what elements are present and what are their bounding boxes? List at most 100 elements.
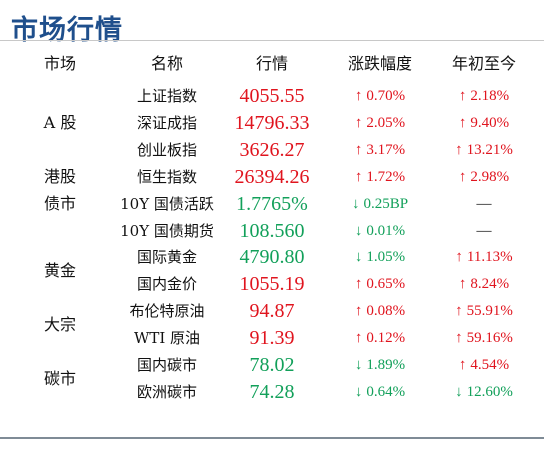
row-change-text: 0.25BP [363, 195, 409, 212]
row-value-text: 74.28 [249, 380, 295, 403]
header-quote: 行情 [255, 54, 288, 73]
market-label: 港股 [43, 167, 76, 187]
row-change-text: 0.64% [366, 383, 406, 400]
row-name: 国内碳市 [118, 352, 216, 378]
row-ytd: ↑ 2.98% [436, 164, 532, 190]
row-change-text: 0.01% [366, 222, 406, 239]
arrow-up-icon: ↑ [458, 276, 467, 293]
row-value: 94.87 [218, 298, 326, 324]
arrow-down-icon: ↓ [354, 249, 363, 266]
row-value-text: 4055.55 [239, 85, 305, 107]
row-name-text: 10Y 国债期货 [120, 221, 214, 240]
row-change-text: 1.05% [366, 249, 406, 266]
header-market: 市场 [43, 54, 76, 73]
row-value-text: 1.7765% [236, 192, 308, 215]
row-ytd-text: 11.13% [466, 249, 513, 266]
row-name-text: 创业板指 [136, 140, 197, 159]
row-name: 国际黄金 [118, 244, 216, 270]
row-name: WTI 原油 [118, 325, 216, 351]
row-ytd: ↓ 12.60% [436, 379, 532, 405]
row-ytd: ↑ 8.24% [436, 271, 532, 297]
row-name: 创业板指 [118, 137, 216, 163]
title-divider [0, 40, 544, 41]
row-name: 恒生指数 [118, 164, 216, 190]
row-change: ↑ 0.12% [332, 325, 428, 351]
row-change: ↓ 1.05% [332, 244, 428, 270]
row-name-text: 国际黄金 [136, 248, 197, 267]
bottom-divider [0, 437, 544, 439]
row-value: 1055.19 [218, 271, 326, 297]
row-change: ↑ 0.65% [332, 271, 428, 297]
row-ytd-text: 2.18% [470, 88, 510, 104]
row-ytd-text: 8.24% [470, 276, 510, 293]
row-change-text: 0.12% [366, 330, 406, 347]
row-value-text: 3626.27 [239, 138, 305, 161]
arrow-up-icon: ↑ [354, 141, 363, 158]
row-value: 3626.27 [218, 137, 326, 163]
row-ytd: ↑ 59.16% [436, 325, 532, 351]
row-value: 108.560 [218, 218, 326, 244]
row-change: ↑ 2.05% [332, 110, 428, 136]
row-value-text: 91.39 [249, 327, 295, 350]
arrow-up-icon: ↑ [354, 303, 363, 320]
row-value-text: 1055.19 [239, 273, 305, 296]
row-change-text: 1.72% [366, 168, 406, 185]
row-value: 74.28 [218, 379, 326, 405]
arrow-up-icon: ↑ [354, 168, 363, 185]
arrow-up-icon: ↑ [458, 88, 467, 104]
row-name: 国内金价 [118, 271, 216, 297]
row-change: ↑ 1.72% [332, 164, 428, 190]
row-name-text: 上证指数 [136, 87, 197, 105]
arrow-up-icon: ↑ [458, 168, 467, 185]
header-name: 名称 [150, 54, 183, 73]
row-name-text: 国内金价 [136, 275, 197, 294]
row-value-text: 94.87 [249, 300, 295, 323]
row-change-text: 0.70% [366, 88, 406, 104]
market-label: 大宗 [43, 315, 76, 335]
row-name-text: 10Y 国债活跃 [120, 194, 214, 213]
row-ytd-text: 55.91% [466, 303, 513, 320]
row-value: 1.7765% [218, 191, 326, 217]
row-ytd: ↑ 13.21% [436, 137, 532, 163]
row-value: 26394.26 [218, 164, 326, 190]
row-value: 14796.33 [218, 110, 326, 136]
arrow-up-icon: ↑ [455, 141, 463, 158]
arrow-down-icon: ↓ [354, 383, 363, 400]
row-value-text: 14796.33 [234, 111, 310, 134]
row-name: 10Y 国债活跃 [118, 191, 216, 217]
arrow-up-icon: ↑ [458, 357, 467, 373]
market-label: 黄金 [43, 261, 76, 281]
row-ytd-text: 4.54% [470, 357, 510, 373]
row-change-text: 2.05% [366, 114, 406, 131]
row-name: 布伦特原油 [118, 298, 216, 324]
row-change: ↓ 0.64% [332, 379, 428, 405]
row-name: 欧洲碳市 [118, 379, 216, 405]
market-label: A 股 [43, 113, 77, 133]
row-ytd-text: 9.40% [470, 114, 510, 131]
arrow-down-icon: ↓ [455, 383, 463, 400]
arrow-down-icon: ↓ [354, 357, 363, 373]
arrow-up-icon: ↑ [354, 276, 363, 293]
row-name-text: 国内碳市 [136, 356, 197, 374]
market-label: 债市 [43, 194, 76, 214]
row-change-text: 0.65% [366, 276, 406, 293]
arrow-up-icon: ↑ [455, 330, 463, 347]
row-ytd: ↑ 55.91% [436, 298, 532, 324]
arrow-up-icon: ↑ [354, 114, 363, 131]
row-value: 91.39 [218, 325, 326, 351]
row-value: 4790.80 [218, 244, 326, 270]
row-name-text: WTI 原油 [133, 329, 201, 348]
row-ytd: ↑ 11.13% [436, 244, 532, 270]
arrow-down-icon: ↓ [354, 222, 363, 239]
row-ytd: ↑ 4.54% [436, 352, 532, 378]
row-ytd: ↑ 9.40% [436, 110, 532, 136]
row-change: ↓ 0.01% [332, 218, 428, 244]
market-label: 碳市 [43, 368, 76, 388]
row-name-text: 欧洲碳市 [136, 382, 197, 401]
row-value-text: 108.560 [239, 219, 305, 242]
row-value: 4055.55 [218, 83, 326, 109]
row-change-text: 0.08% [366, 303, 406, 320]
header-change: 涨跌幅度 [347, 54, 412, 73]
row-ytd-text: 12.60% [466, 383, 513, 400]
row-value-text: 78.02 [249, 354, 295, 376]
